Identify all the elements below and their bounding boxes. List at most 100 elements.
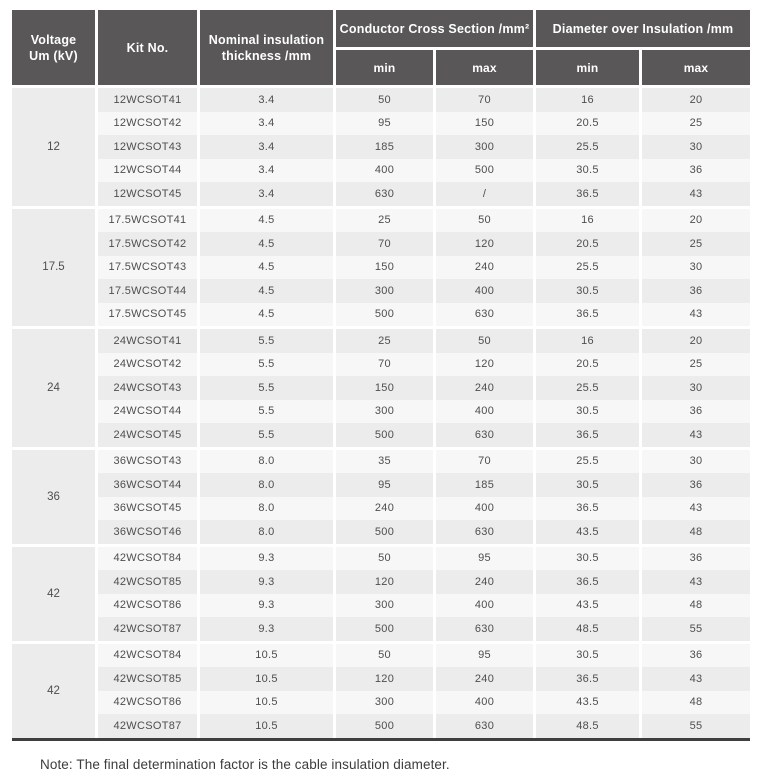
cell-ccs-max: 400 — [436, 279, 533, 303]
voltage-group-17.5-1: 17.5 17.5WCSOT41 4.5 25 50 16 20 17.5WCSOT42 4.5… — [12, 208, 750, 326]
table-body: 12 12WCSOT41 3.4 50 70 16 20 12WCSOT42 3.4 95 150 2… — [12, 88, 750, 738]
header-ccs-label: Conductor Cross Section /mm² — [339, 21, 530, 36]
header-thickness-line2: thickness /mm — [221, 48, 312, 63]
cell-kit-no: 12WCSOT44 — [98, 158, 197, 182]
header-conductor-cross-section: Conductor Cross Section /mm² — [336, 10, 533, 47]
cell-thickness: 3.4 — [200, 182, 333, 206]
cell-dia-min: 43.5 — [536, 520, 639, 544]
cell-kit-no: 12WCSOT41 — [98, 88, 197, 112]
cell-kit-no: 12WCSOT42 — [98, 111, 197, 135]
cell-dia-min: 25.5 — [536, 376, 639, 400]
cell-thickness: 5.5 — [200, 399, 333, 423]
cell-thickness: 10.5 — [200, 714, 333, 738]
cell-thickness: 3.4 — [200, 111, 333, 135]
cell-kit-no: 17.5WCSOT41 — [98, 208, 197, 232]
header-voltage-line1: Voltage — [30, 32, 77, 47]
cell-dia-max: 25 — [642, 352, 750, 376]
cell-kit-no: 42WCSOT87 — [98, 714, 197, 738]
cell-dia-max: 48 — [642, 593, 750, 617]
cell-dia-min: 20.5 — [536, 352, 639, 376]
cell-dia-max: 43 — [642, 496, 750, 520]
cell-thickness: 8.0 — [200, 449, 333, 473]
cell-thickness: 8.0 — [200, 520, 333, 544]
subheader-ccs-min: min — [336, 50, 433, 85]
cell-voltage: 17.5 — [12, 208, 95, 326]
cell-thickness: 4.5 — [200, 208, 333, 232]
cell-dia-min: 25.5 — [536, 255, 639, 279]
cell-dia-max: 30 — [642, 376, 750, 400]
cell-ccs-min: 630 — [336, 182, 433, 206]
table-bottom-rule — [12, 737, 750, 741]
cell-kit-no: 24WCSOT44 — [98, 399, 197, 423]
cell-thickness: 5.5 — [200, 329, 333, 353]
header-kit-no: Kit No. — [98, 10, 197, 85]
cell-dia-min: 36.5 — [536, 182, 639, 206]
cell-thickness: 4.5 — [200, 232, 333, 256]
cell-ccs-max: 500 — [436, 158, 533, 182]
cell-dia-max: 48 — [642, 690, 750, 714]
cell-kit-no: 42WCSOT85 — [98, 570, 197, 594]
cell-dia-min: 16 — [536, 208, 639, 232]
voltage-group-24-2: 24 24WCSOT41 5.5 25 50 16 20 24WCSOT42 5.5 70 120 2… — [12, 329, 750, 447]
cell-thickness: 9.3 — [200, 546, 333, 570]
cell-kit-no: 17.5WCSOT43 — [98, 255, 197, 279]
cell-ccs-max: 70 — [436, 449, 533, 473]
subheader-dia-min: min — [536, 50, 639, 85]
cell-dia-min: 36.5 — [536, 496, 639, 520]
cell-ccs-min: 50 — [336, 88, 433, 112]
cell-dia-max: 55 — [642, 617, 750, 641]
cell-kit-no: 24WCSOT42 — [98, 352, 197, 376]
cell-ccs-max: 95 — [436, 643, 533, 667]
cell-thickness: 5.5 — [200, 352, 333, 376]
cell-dia-max: 20 — [642, 329, 750, 353]
cell-dia-min: 36.5 — [536, 667, 639, 691]
cell-ccs-min: 500 — [336, 617, 433, 641]
cell-voltage: 42 — [12, 643, 95, 738]
cell-ccs-max: 185 — [436, 473, 533, 497]
cell-kit-no: 36WCSOT45 — [98, 496, 197, 520]
insulation-kit-spec-table: Voltage Um (kV) Kit No. Nominal insulati… — [12, 10, 750, 741]
cell-dia-max: 43 — [642, 302, 750, 326]
cell-ccs-min: 300 — [336, 593, 433, 617]
cell-kit-no: 24WCSOT45 — [98, 423, 197, 447]
cell-ccs-min: 300 — [336, 399, 433, 423]
cell-ccs-min: 240 — [336, 496, 433, 520]
cell-thickness: 8.0 — [200, 473, 333, 497]
cell-thickness: 9.3 — [200, 617, 333, 641]
cell-kit-no: 24WCSOT41 — [98, 329, 197, 353]
cell-kit-no: 42WCSOT84 — [98, 643, 197, 667]
cell-dia-min: 30.5 — [536, 279, 639, 303]
cell-ccs-min: 25 — [336, 329, 433, 353]
cell-dia-min: 25.5 — [536, 449, 639, 473]
cell-ccs-max: 400 — [436, 496, 533, 520]
cell-ccs-min: 50 — [336, 643, 433, 667]
cell-dia-max: 43 — [642, 570, 750, 594]
cell-dia-max: 25 — [642, 111, 750, 135]
cell-dia-max: 43 — [642, 423, 750, 447]
note-text: Note: The final determination factor is … — [40, 757, 450, 772]
cell-dia-min: 48.5 — [536, 617, 639, 641]
cell-thickness: 10.5 — [200, 690, 333, 714]
voltage-group-42-5: 42 42WCSOT84 10.5 50 95 30.5 36 42WCSOT85 10.5 12… — [12, 643, 750, 738]
cell-dia-min: 16 — [536, 88, 639, 112]
cell-dia-max: 36 — [642, 399, 750, 423]
cell-voltage: 42 — [12, 546, 95, 641]
cell-ccs-max: 120 — [436, 352, 533, 376]
cell-ccs-min: 185 — [336, 135, 433, 159]
cell-ccs-max: 630 — [436, 714, 533, 738]
table-header: Voltage Um (kV) Kit No. Nominal insulati… — [12, 10, 750, 85]
cell-dia-max: 55 — [642, 714, 750, 738]
cell-ccs-max: 630 — [436, 520, 533, 544]
cell-kit-no: 42WCSOT87 — [98, 617, 197, 641]
header-diameter-over-insulation: Diameter over Insulation /mm — [536, 10, 750, 47]
cell-voltage: 24 — [12, 329, 95, 447]
subheader-dia-max: max — [642, 50, 750, 85]
cell-dia-max: 30 — [642, 255, 750, 279]
cell-thickness: 3.4 — [200, 88, 333, 112]
cell-ccs-min: 400 — [336, 158, 433, 182]
cell-thickness: 4.5 — [200, 279, 333, 303]
cell-dia-min: 30.5 — [536, 546, 639, 570]
cell-ccs-max: 70 — [436, 88, 533, 112]
header-voltage-line2: Um (kV) — [29, 48, 78, 63]
